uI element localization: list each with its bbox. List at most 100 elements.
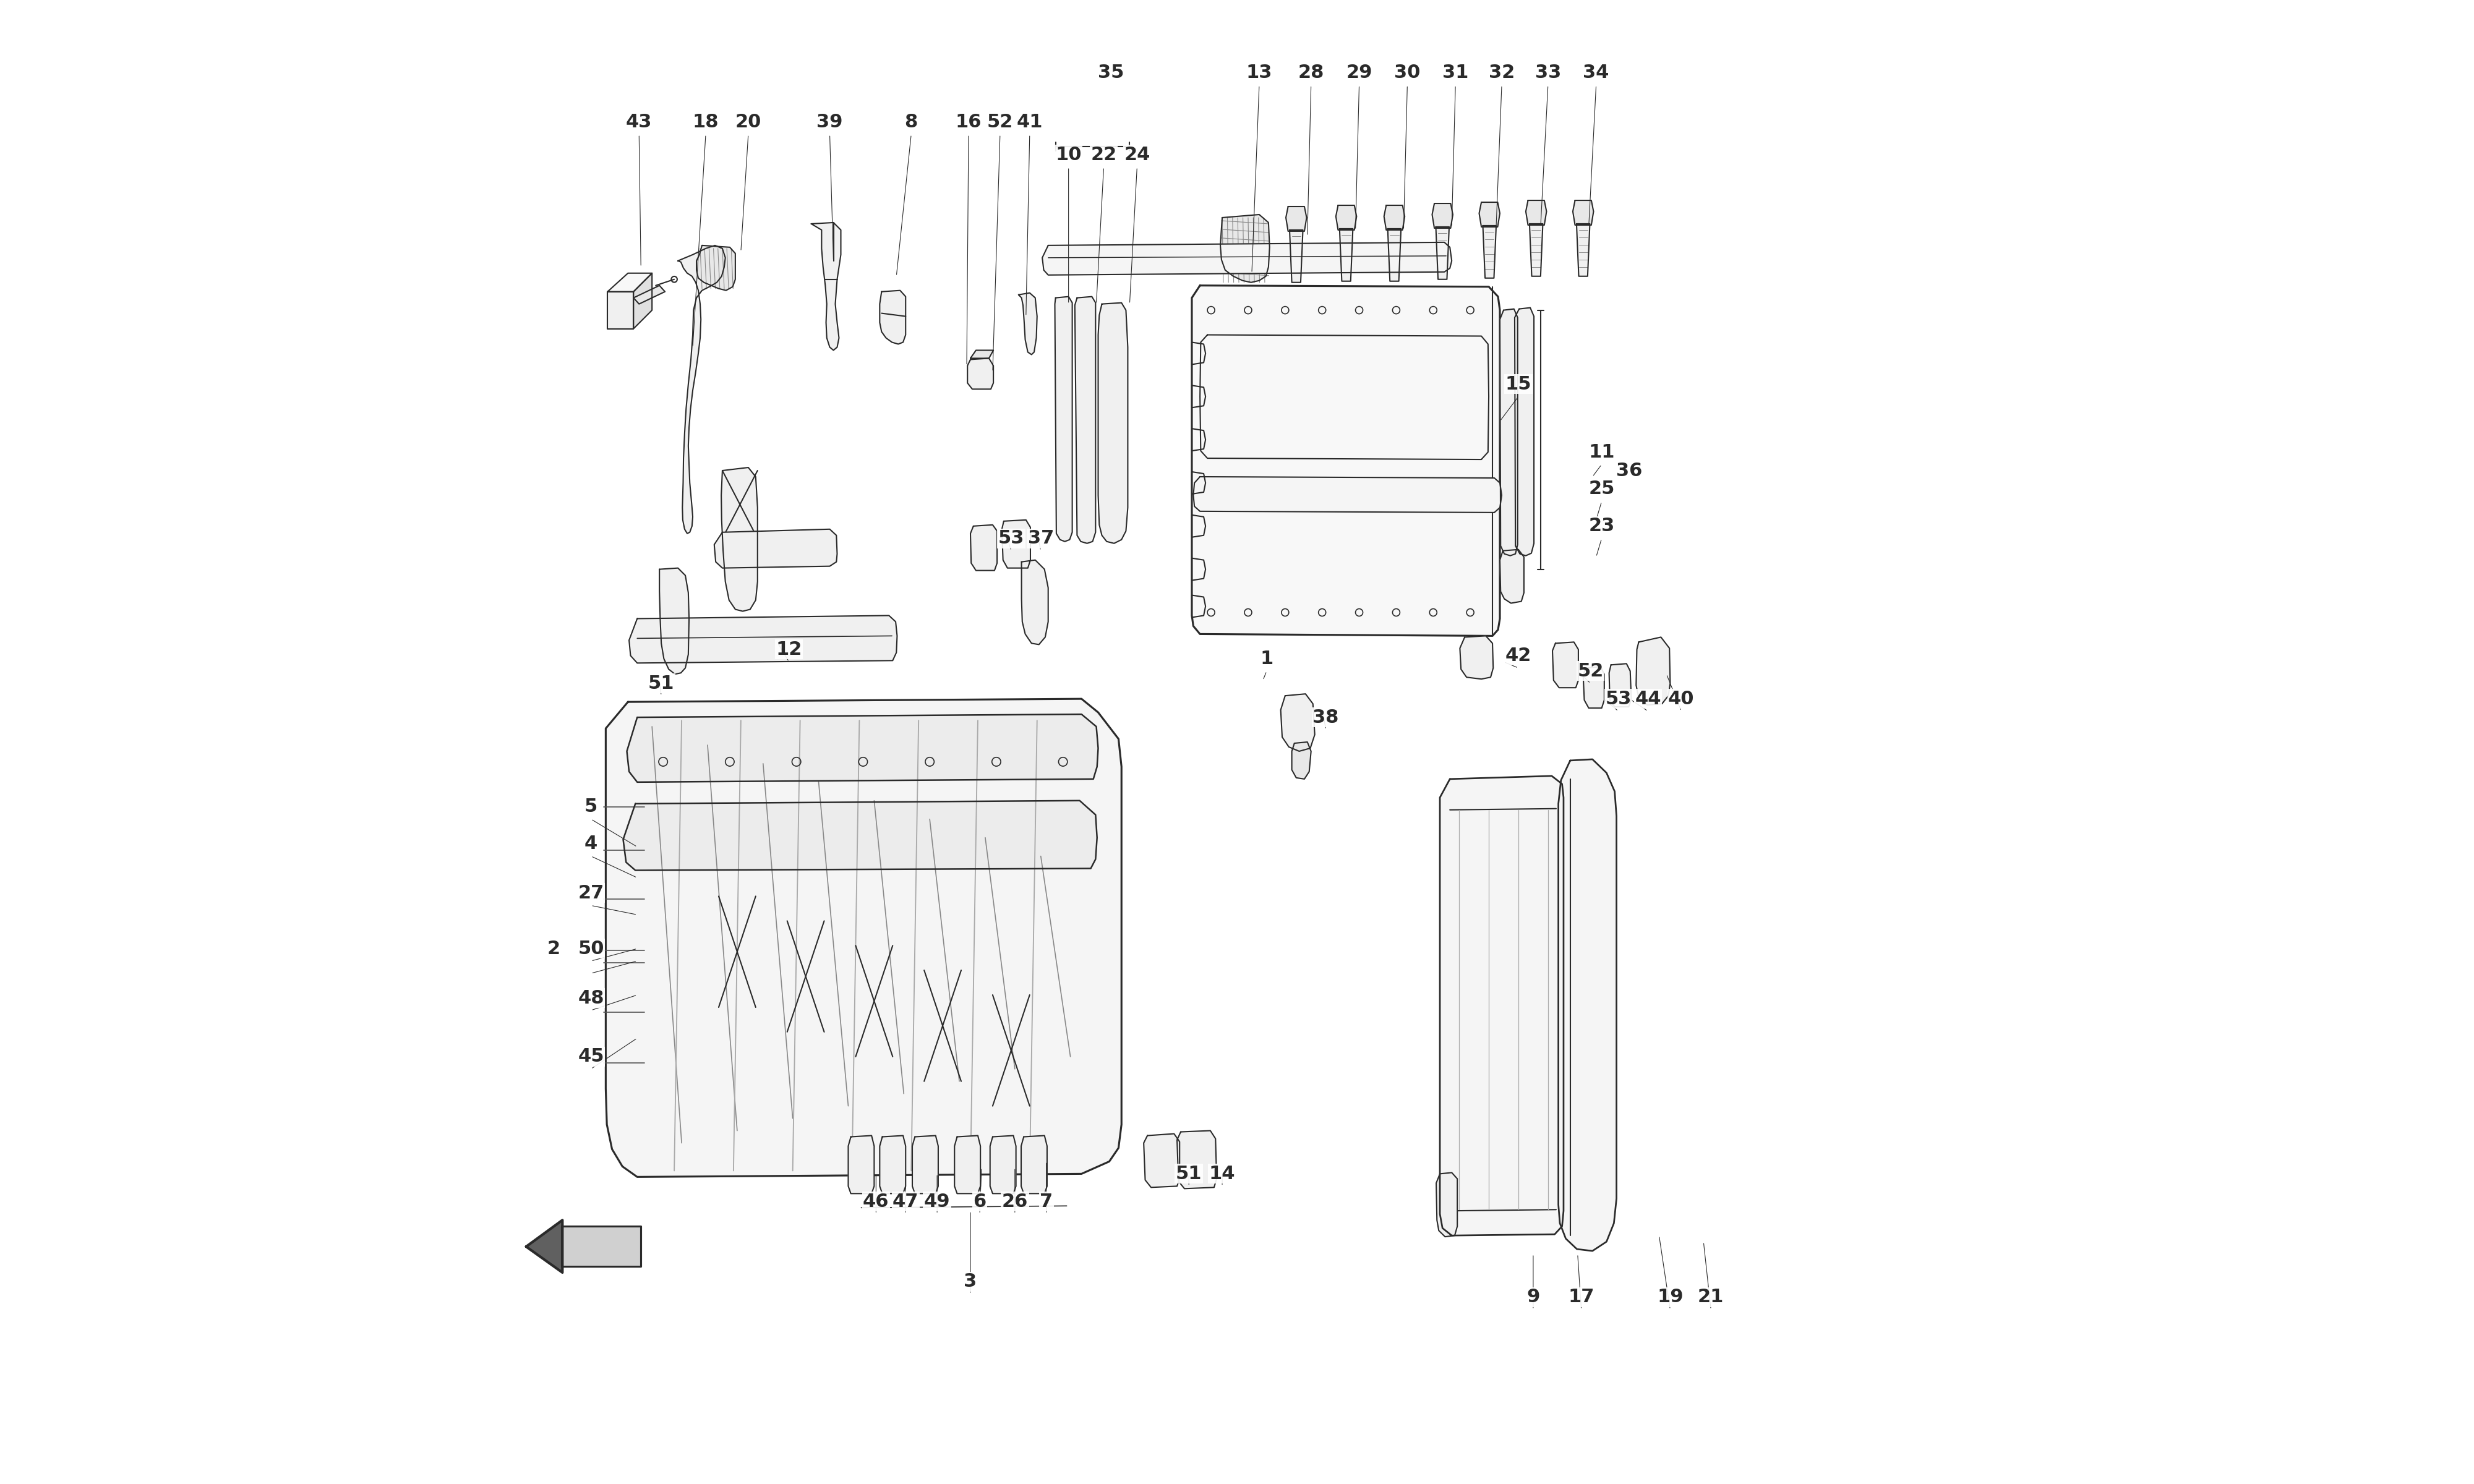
Text: 39: 39 <box>816 113 844 131</box>
Polygon shape <box>606 699 1121 1177</box>
Text: 36: 36 <box>1616 462 1643 479</box>
Text: 8: 8 <box>905 113 918 131</box>
Text: 32: 32 <box>1489 64 1514 82</box>
Text: 3: 3 <box>965 1273 977 1291</box>
Polygon shape <box>1002 519 1029 568</box>
Polygon shape <box>1178 1131 1217 1189</box>
Text: 24: 24 <box>1123 145 1150 163</box>
Text: 53: 53 <box>997 530 1024 548</box>
Polygon shape <box>698 245 735 291</box>
Polygon shape <box>1336 205 1356 230</box>
Polygon shape <box>1526 200 1546 226</box>
Polygon shape <box>1022 1135 1047 1193</box>
Polygon shape <box>970 525 997 570</box>
Text: 9: 9 <box>1526 1288 1539 1306</box>
Polygon shape <box>849 1135 873 1193</box>
Text: 10: 10 <box>1056 145 1081 163</box>
Polygon shape <box>1435 227 1450 279</box>
Text: 5: 5 <box>584 798 599 816</box>
Polygon shape <box>1019 292 1037 355</box>
Polygon shape <box>1192 285 1499 635</box>
Polygon shape <box>1573 200 1593 226</box>
Text: 23: 23 <box>1588 516 1616 536</box>
Text: 37: 37 <box>1027 530 1054 548</box>
Polygon shape <box>913 1135 938 1193</box>
Text: 4: 4 <box>584 835 599 853</box>
Polygon shape <box>1559 760 1616 1251</box>
Polygon shape <box>955 1135 980 1193</box>
Polygon shape <box>626 714 1098 782</box>
Polygon shape <box>1576 224 1591 276</box>
Text: 6: 6 <box>972 1193 987 1211</box>
Polygon shape <box>1514 307 1534 555</box>
Polygon shape <box>527 1220 562 1273</box>
Polygon shape <box>1022 559 1049 644</box>
Text: 2: 2 <box>547 939 562 957</box>
Text: 49: 49 <box>923 1193 950 1211</box>
Text: 14: 14 <box>1210 1165 1235 1183</box>
Polygon shape <box>633 273 653 328</box>
Polygon shape <box>628 616 898 663</box>
Text: 42: 42 <box>1504 647 1531 665</box>
Text: 47: 47 <box>893 1193 918 1211</box>
Polygon shape <box>609 273 653 292</box>
Text: 38: 38 <box>1314 708 1338 726</box>
Text: 20: 20 <box>735 113 762 131</box>
Polygon shape <box>1554 643 1578 687</box>
Polygon shape <box>1482 226 1497 278</box>
Polygon shape <box>715 530 836 568</box>
Polygon shape <box>1635 637 1670 705</box>
Text: 15: 15 <box>1504 375 1531 393</box>
Polygon shape <box>990 1135 1017 1193</box>
Text: 31: 31 <box>1442 64 1470 82</box>
Polygon shape <box>1437 1172 1457 1236</box>
Text: 7: 7 <box>1039 1193 1054 1211</box>
Text: 1: 1 <box>1259 650 1274 668</box>
Polygon shape <box>1282 695 1314 751</box>
Text: 21: 21 <box>1697 1288 1724 1306</box>
Polygon shape <box>1440 776 1564 1236</box>
Text: 30: 30 <box>1395 64 1420 82</box>
Polygon shape <box>967 358 995 389</box>
Text: 35: 35 <box>1098 64 1123 82</box>
Text: 18: 18 <box>693 113 720 131</box>
Polygon shape <box>970 350 995 358</box>
Polygon shape <box>1220 215 1269 282</box>
Text: 26: 26 <box>1002 1193 1029 1211</box>
Text: 48: 48 <box>579 988 604 1008</box>
Text: 53: 53 <box>1606 690 1630 708</box>
Text: 45: 45 <box>579 1048 604 1066</box>
Text: 51: 51 <box>648 674 675 693</box>
Polygon shape <box>1338 229 1353 280</box>
Text: 44: 44 <box>1635 690 1660 708</box>
Polygon shape <box>1499 309 1517 555</box>
Text: 52: 52 <box>987 113 1014 131</box>
Polygon shape <box>678 245 725 533</box>
Polygon shape <box>633 285 666 304</box>
Polygon shape <box>1143 1134 1180 1187</box>
Polygon shape <box>1054 297 1071 542</box>
Text: 46: 46 <box>863 1193 888 1211</box>
Polygon shape <box>623 800 1096 870</box>
Text: 17: 17 <box>1569 1288 1593 1306</box>
Text: 52: 52 <box>1578 662 1603 680</box>
Text: 34: 34 <box>1583 64 1608 82</box>
Polygon shape <box>609 292 633 328</box>
Text: 28: 28 <box>1299 64 1324 82</box>
Text: 16: 16 <box>955 113 982 131</box>
Polygon shape <box>1289 230 1304 282</box>
Polygon shape <box>1479 202 1499 227</box>
Text: 51: 51 <box>1175 1165 1202 1183</box>
Polygon shape <box>1383 205 1405 230</box>
Text: 41: 41 <box>1017 113 1044 131</box>
Polygon shape <box>1192 476 1502 512</box>
Polygon shape <box>881 291 905 344</box>
Polygon shape <box>811 223 841 350</box>
Text: 25: 25 <box>1588 481 1616 499</box>
Polygon shape <box>881 1135 905 1193</box>
Polygon shape <box>562 1226 641 1266</box>
Polygon shape <box>1388 229 1400 280</box>
Text: 40: 40 <box>1667 690 1695 708</box>
Text: 43: 43 <box>626 113 653 131</box>
Text: 19: 19 <box>1658 1288 1682 1306</box>
